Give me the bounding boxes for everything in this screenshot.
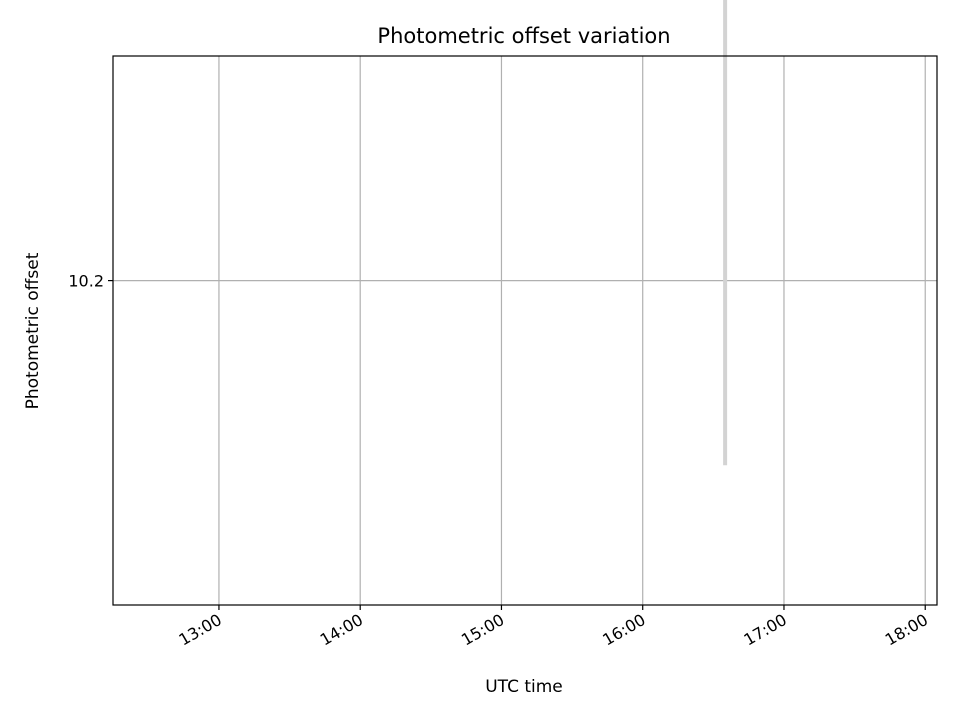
chart-title: Photometric offset variation [377, 24, 670, 48]
plot-frame [112, 55, 938, 606]
y-axis-label: Photometric offset [23, 252, 43, 409]
errorbar-layer [723, 0, 728, 466]
y-tick-label: 10.2 [68, 272, 104, 291]
grid-layer [113, 56, 937, 605]
x-axis-label: UTC time [485, 677, 563, 697]
